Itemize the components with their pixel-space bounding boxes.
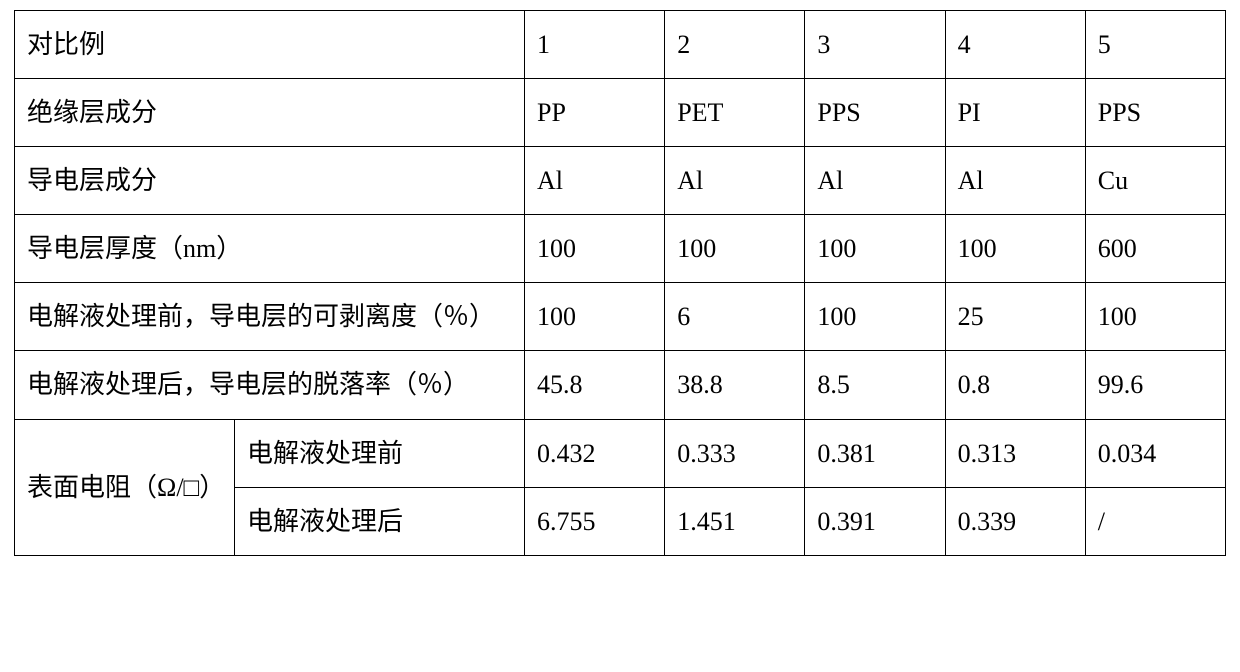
row-sub-label: 电解液处理前 (235, 419, 525, 487)
cell: 0.381 (805, 419, 945, 487)
table-row: 绝缘层成分 PP PET PPS PI PPS (15, 79, 1226, 147)
cell: Al (665, 147, 805, 215)
cell: 100 (665, 215, 805, 283)
data-table: 对比例 1 2 3 4 5 绝缘层成分 PP PET PPS PI PPS 导电… (14, 10, 1226, 556)
cell: 0.339 (945, 487, 1085, 555)
cell: 0.8 (945, 351, 1085, 419)
cell: 100 (525, 215, 665, 283)
cell: 1 (525, 11, 665, 79)
cell: 99.6 (1085, 351, 1225, 419)
cell: 0.432 (525, 419, 665, 487)
cell: 600 (1085, 215, 1225, 283)
row-label: 导电层厚度（nm） (15, 215, 525, 283)
cell: Al (945, 147, 1085, 215)
cell: 0.391 (805, 487, 945, 555)
cell: 100 (945, 215, 1085, 283)
cell: 4 (945, 11, 1085, 79)
table-row: 电解液处理前，导电层的可剥离度（％） 100 6 100 25 100 (15, 283, 1226, 351)
table-row: 对比例 1 2 3 4 5 (15, 11, 1226, 79)
cell: 100 (1085, 283, 1225, 351)
row-group-label: 表面电阻（Ω/□） (15, 419, 235, 555)
cell: 38.8 (665, 351, 805, 419)
cell: 3 (805, 11, 945, 79)
table-row: 电解液处理后，导电层的脱落率（％） 45.8 38.8 8.5 0.8 99.6 (15, 351, 1226, 419)
cell: 45.8 (525, 351, 665, 419)
cell: 2 (665, 11, 805, 79)
cell: PPS (805, 79, 945, 147)
cell: 1.451 (665, 487, 805, 555)
row-label: 绝缘层成分 (15, 79, 525, 147)
cell: PI (945, 79, 1085, 147)
cell: 0.333 (665, 419, 805, 487)
table-row: 表面电阻（Ω/□） 电解液处理前 0.432 0.333 0.381 0.313… (15, 419, 1226, 487)
cell: PPS (1085, 79, 1225, 147)
cell: 5 (1085, 11, 1225, 79)
row-label: 导电层成分 (15, 147, 525, 215)
cell: 100 (805, 215, 945, 283)
cell: 100 (525, 283, 665, 351)
cell: PET (665, 79, 805, 147)
cell: Cu (1085, 147, 1225, 215)
cell: 0.034 (1085, 419, 1225, 487)
row-sub-label: 电解液处理后 (235, 487, 525, 555)
cell: PP (525, 79, 665, 147)
table-row: 导电层成分 Al Al Al Al Cu (15, 147, 1226, 215)
cell: Al (805, 147, 945, 215)
row-label: 电解液处理后，导电层的脱落率（％） (15, 351, 525, 419)
table-row: 导电层厚度（nm） 100 100 100 100 600 (15, 215, 1226, 283)
row-label: 电解液处理前，导电层的可剥离度（％） (15, 283, 525, 351)
row-label: 对比例 (15, 11, 525, 79)
cell: 8.5 (805, 351, 945, 419)
cell: 100 (805, 283, 945, 351)
cell: 6 (665, 283, 805, 351)
cell: 0.313 (945, 419, 1085, 487)
cell: Al (525, 147, 665, 215)
table-container: 对比例 1 2 3 4 5 绝缘层成分 PP PET PPS PI PPS 导电… (0, 0, 1240, 566)
cell: 25 (945, 283, 1085, 351)
cell: 6.755 (525, 487, 665, 555)
cell: / (1085, 487, 1225, 555)
